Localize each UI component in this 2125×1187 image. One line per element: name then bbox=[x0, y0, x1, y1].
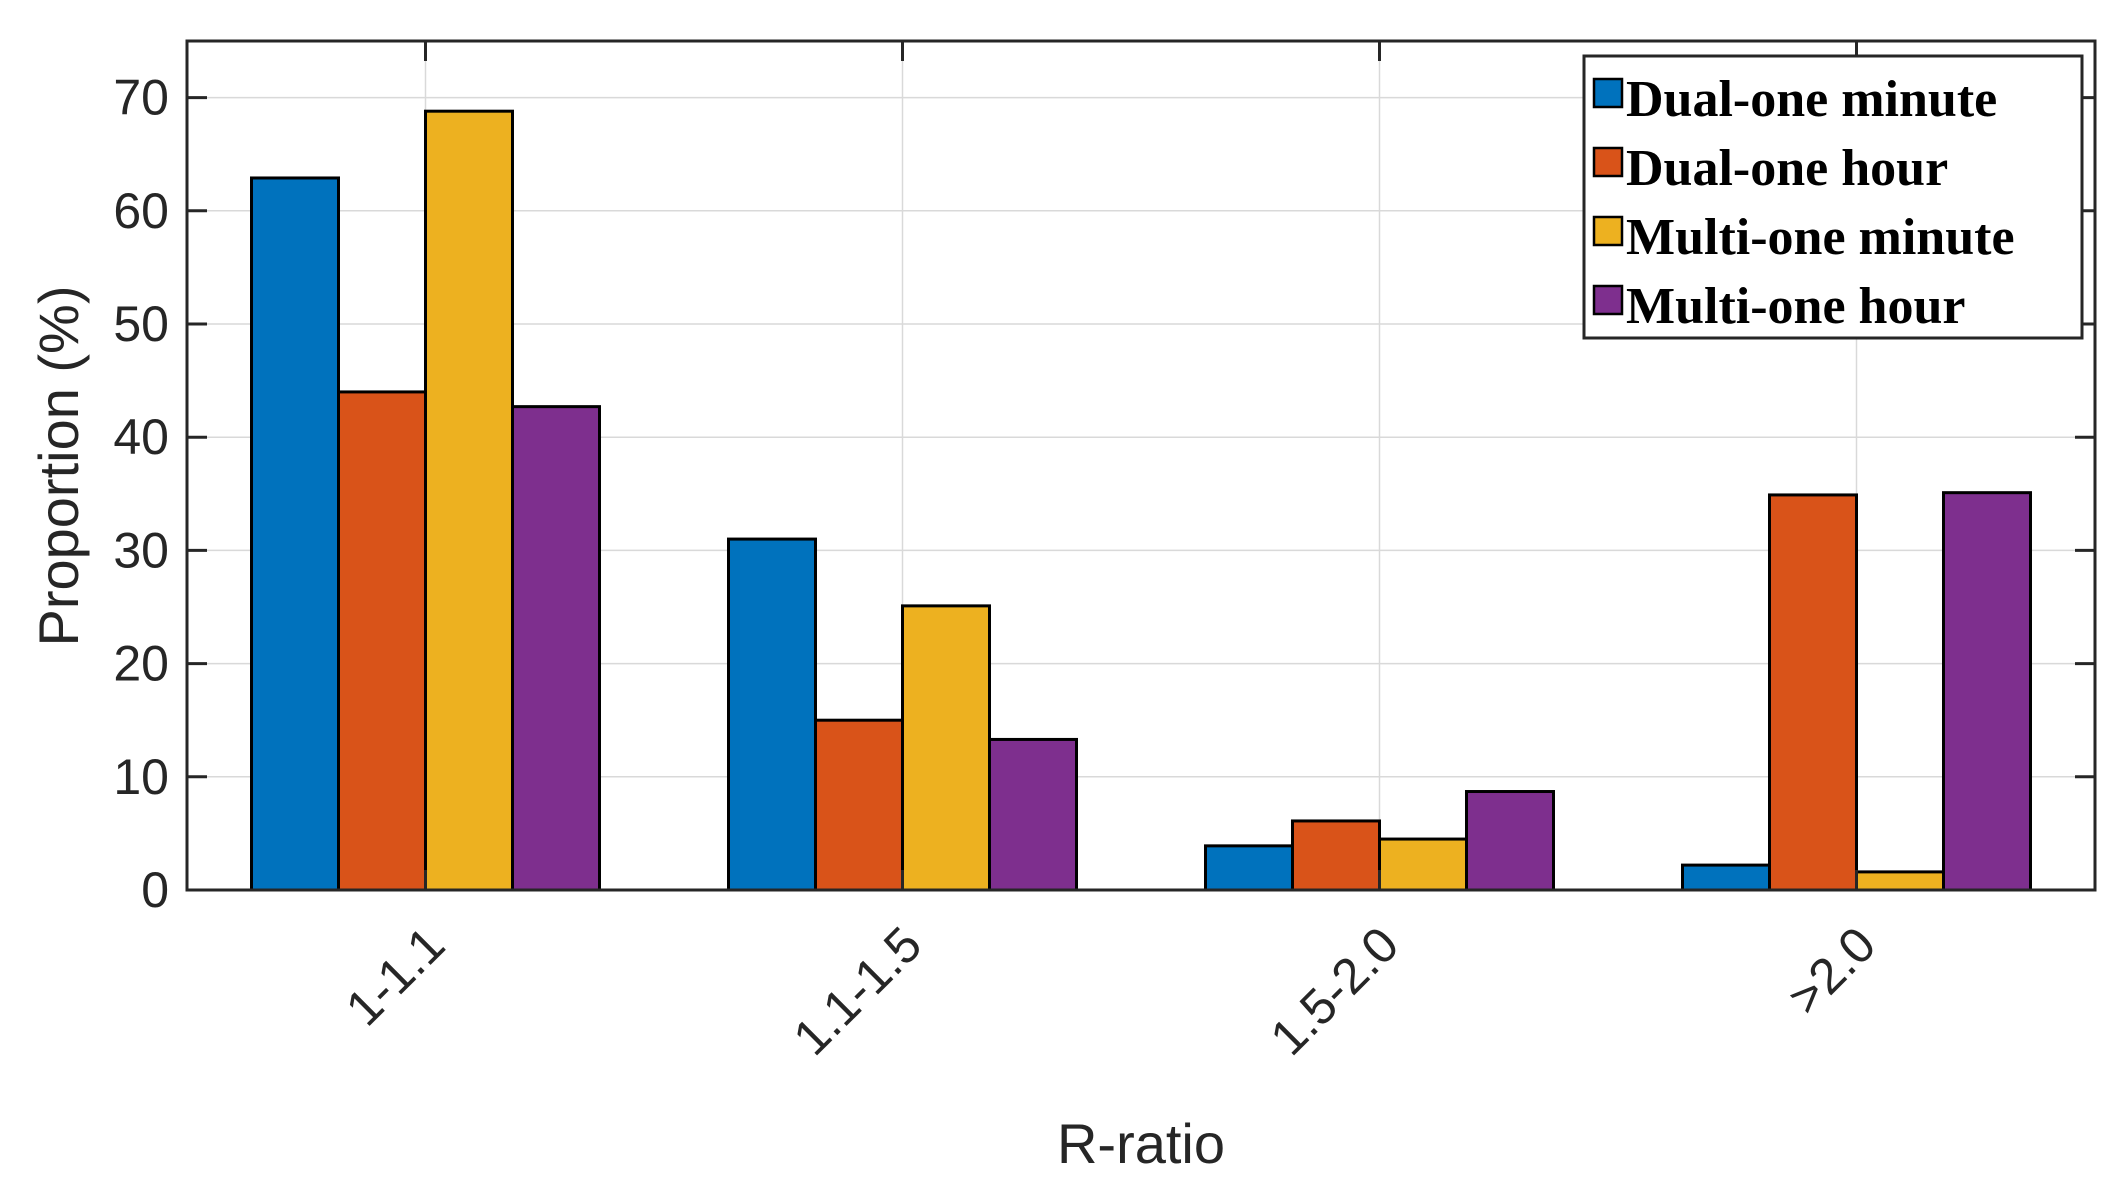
y-axis-title: Proportion (%) bbox=[27, 285, 90, 646]
bar bbox=[424, 109, 514, 892]
plot-frame bbox=[185, 39, 2097, 892]
legend-swatch bbox=[1592, 77, 1624, 109]
legend: Dual-one minute Dual-one hour Multi-one mi… bbox=[1582, 54, 2084, 340]
legend-box bbox=[1582, 54, 2084, 340]
legend-label: Dual-one hour bbox=[1626, 140, 1948, 197]
y-tick-label: 70 bbox=[113, 70, 169, 126]
bar bbox=[988, 737, 1078, 892]
bar bbox=[901, 604, 991, 892]
legend-swatch bbox=[1592, 146, 1624, 178]
axis-ticks bbox=[187, 41, 2095, 892]
bar bbox=[1291, 819, 1381, 892]
y-tick-label: 10 bbox=[113, 749, 169, 805]
y-tick-label: 60 bbox=[113, 183, 169, 239]
legend-label: Multi-one minute bbox=[1626, 209, 2015, 266]
y-tick-label: 40 bbox=[113, 409, 169, 465]
bar bbox=[1768, 493, 1858, 892]
bar bbox=[727, 537, 817, 892]
x-tick-label: 1.5-2.0 bbox=[1260, 916, 1410, 1066]
bar bbox=[1855, 870, 1945, 892]
bar bbox=[1204, 844, 1294, 892]
y-tick-label: 0 bbox=[141, 862, 169, 918]
bars bbox=[250, 109, 2032, 892]
bar bbox=[1378, 837, 1468, 892]
x-tick-label: 1-1.1 bbox=[335, 916, 455, 1036]
legend-swatch bbox=[1592, 284, 1624, 316]
bar bbox=[1942, 491, 2032, 892]
y-tick-label: 20 bbox=[113, 636, 169, 692]
y-tick-label: 50 bbox=[113, 296, 169, 352]
legend-swatch bbox=[1592, 215, 1624, 247]
bar bbox=[814, 718, 904, 892]
y-tick-label: 30 bbox=[113, 522, 169, 578]
x-tick-label: >2.0 bbox=[1777, 916, 1886, 1025]
x-tick-labels: 1-1.1 1.1-1.5 1.5-2.0 >2.0 bbox=[335, 916, 1886, 1066]
bar bbox=[1465, 790, 1555, 892]
y-tick-labels: 0 10 20 30 40 50 60 70 bbox=[113, 70, 169, 918]
bar bbox=[1681, 863, 1771, 892]
bar bbox=[511, 405, 601, 892]
legend-label: Multi-one hour bbox=[1626, 278, 1965, 335]
x-tick-label: 1.1-1.5 bbox=[783, 916, 933, 1066]
legend-items: Dual-one minute Dual-one hour Multi-one mi… bbox=[1592, 71, 2015, 335]
legend-label: Dual-one minute bbox=[1626, 71, 1997, 128]
x-axis-title: R-ratio bbox=[1057, 1112, 1225, 1175]
bar bbox=[250, 176, 340, 892]
bar bbox=[337, 390, 427, 892]
